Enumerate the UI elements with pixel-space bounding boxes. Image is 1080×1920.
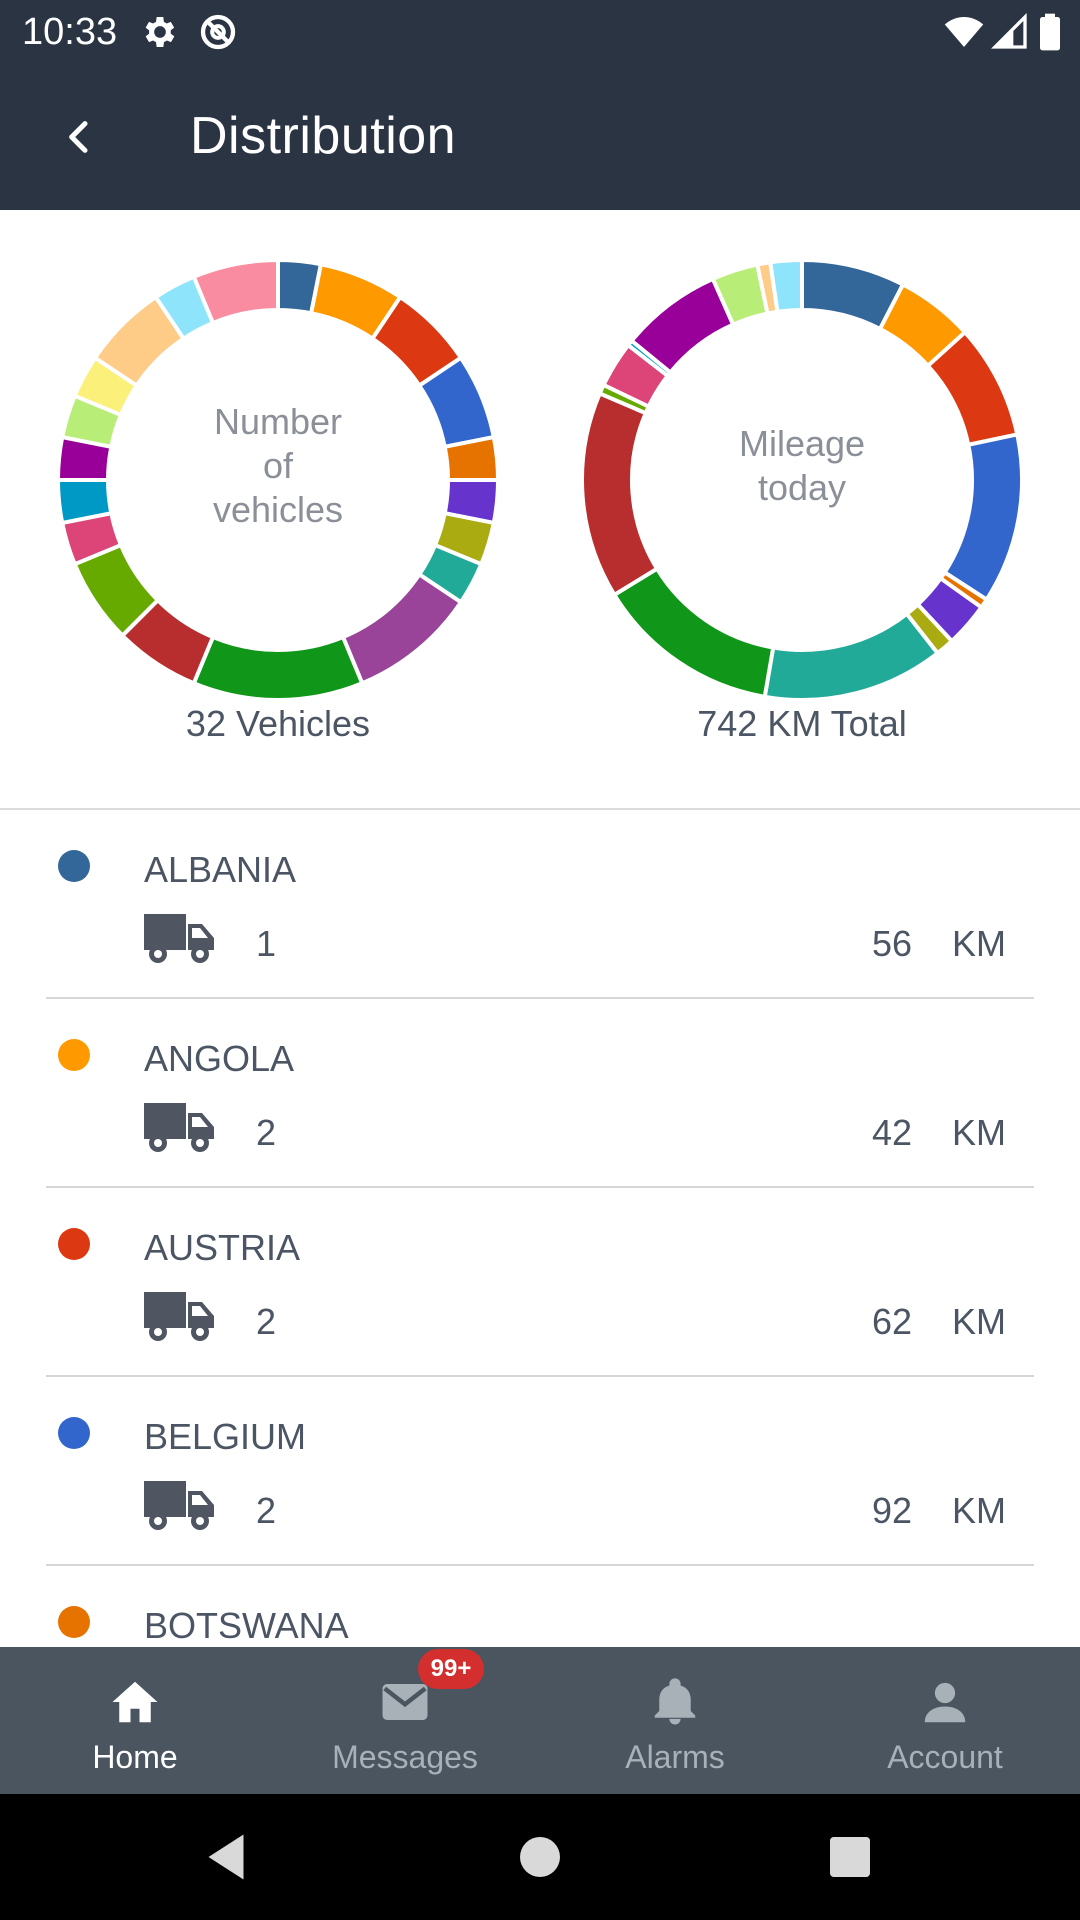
mail-icon [382, 1684, 428, 1720]
gear-icon [145, 17, 175, 47]
no-sync-icon [200, 14, 236, 50]
donut-slice[interactable] [442, 434, 501, 482]
center-label-line: Number [213, 401, 343, 442]
list-item[interactable]: BELGIUM 2 92 KM [0, 1377, 1080, 1566]
truck-icon [144, 1481, 214, 1530]
system-nav-bar [0, 1794, 1080, 1920]
home-icon [112, 1681, 158, 1723]
vehicle-count: 2 [256, 1490, 277, 1531]
chevron-left-icon [69, 121, 88, 153]
vehicles-donut-chart [55, 257, 501, 702]
list-item[interactable]: AUSTRIA 2 62 KM [0, 1188, 1080, 1377]
alarm-badge: 99+ [418, 1649, 484, 1689]
nav-account[interactable]: Account [810, 1647, 1080, 1794]
charts-section: Number of vehicles 32 Vehicles Mileage t… [0, 210, 1080, 810]
app-bar: Distribution [0, 64, 1080, 210]
back-button[interactable] [44, 101, 116, 173]
wifi-icon [944, 17, 984, 47]
donut-slice[interactable] [762, 611, 941, 702]
section-divider [0, 808, 1080, 810]
signal-icon [990, 12, 1027, 49]
mileage-donut-chart [580, 257, 1024, 702]
country-name: BOTSWANA [144, 1605, 349, 1646]
mileage-value: 56 [871, 923, 912, 964]
mileage-total: 742 KM Total [697, 703, 907, 744]
list-item[interactable]: ANGOLA 2 42 KM [0, 999, 1080, 1188]
center-label-line: today [757, 467, 847, 508]
bell-icon [654, 1678, 696, 1725]
mileage-unit: KM [952, 923, 1006, 964]
nav-alarms[interactable]: Alarms [540, 1647, 810, 1794]
mileage-value: 92 [871, 1490, 912, 1531]
country-name: AUSTRIA [144, 1227, 301, 1268]
row-divider [46, 1564, 1034, 1566]
mileage-chart: Mileage today 742 KM Total [562, 210, 1042, 810]
mileage-unit: KM [952, 1112, 1006, 1153]
vehicles-center-label: Number of vehicles [158, 400, 398, 532]
truck-icon [144, 914, 214, 963]
status-time: 10:33 [22, 11, 118, 53]
mileage-center-label: Mileage today [682, 422, 922, 510]
country-color-dot [58, 1417, 90, 1449]
donut-slice[interactable] [340, 571, 464, 686]
country-color-dot [58, 1228, 90, 1260]
page-title: Distribution [190, 107, 457, 165]
nav-label: Alarms [625, 1739, 725, 1775]
status-bar: 10:33 [0, 0, 1080, 64]
person-icon [924, 1682, 966, 1723]
donut-slice[interactable] [580, 390, 660, 598]
center-label-line: of [262, 445, 294, 486]
truck-icon [144, 1103, 214, 1152]
list-item[interactable]: BOTSWANA [0, 1566, 1080, 1647]
mileage-unit: KM [952, 1301, 1006, 1342]
mileage-value: 62 [871, 1301, 912, 1342]
vehicle-count: 1 [256, 923, 277, 964]
list-item[interactable]: ALBANIA 1 56 KM [0, 810, 1080, 999]
bottom-nav: Home Messages Alarms Account [0, 1647, 1080, 1794]
donut-slice[interactable] [611, 565, 776, 700]
country-list[interactable]: ALBANIA 1 56 KM ANGOLA 2 42 KM AUSTRIA 2… [0, 810, 1080, 1647]
donut-slice[interactable] [191, 634, 365, 702]
country-name: BELGIUM [144, 1416, 307, 1457]
row-divider [46, 997, 1034, 999]
vehicle-count: 2 [256, 1301, 277, 1342]
center-label-line: Mileage [738, 423, 866, 464]
nav-label: Messages [332, 1739, 478, 1775]
nav-label: Home [92, 1739, 178, 1775]
row-divider [46, 1375, 1034, 1377]
truck-icon [144, 1292, 214, 1341]
center-label-line: vehicles [212, 489, 344, 530]
nav-label: Account [887, 1739, 1003, 1775]
country-name: ANGOLA [144, 1038, 295, 1079]
donut-slice[interactable] [941, 432, 1024, 603]
donut-slice[interactable] [191, 257, 280, 326]
donut-slice[interactable] [55, 478, 114, 526]
nav-home[interactable]: Home [0, 1647, 270, 1794]
donut-slice[interactable] [768, 257, 804, 315]
nav-messages[interactable]: Messages [270, 1647, 540, 1794]
mileage-unit: KM [952, 1490, 1006, 1531]
row-divider [46, 1186, 1034, 1188]
vehicles-chart: Number of vehicles 32 Vehicles [38, 210, 518, 810]
country-name: ALBANIA [144, 849, 297, 890]
country-color-dot [58, 1039, 90, 1071]
country-color-dot [58, 850, 90, 882]
mileage-value: 42 [871, 1112, 912, 1153]
country-color-dot [58, 1606, 90, 1638]
vehicles-total: 32 Vehicles [185, 703, 371, 744]
battery-icon [1040, 13, 1060, 51]
system-home-button[interactable] [510, 1827, 570, 1887]
system-back-button[interactable] [196, 1827, 256, 1887]
system-recents-button[interactable] [820, 1827, 880, 1887]
vehicle-count: 2 [256, 1112, 277, 1153]
